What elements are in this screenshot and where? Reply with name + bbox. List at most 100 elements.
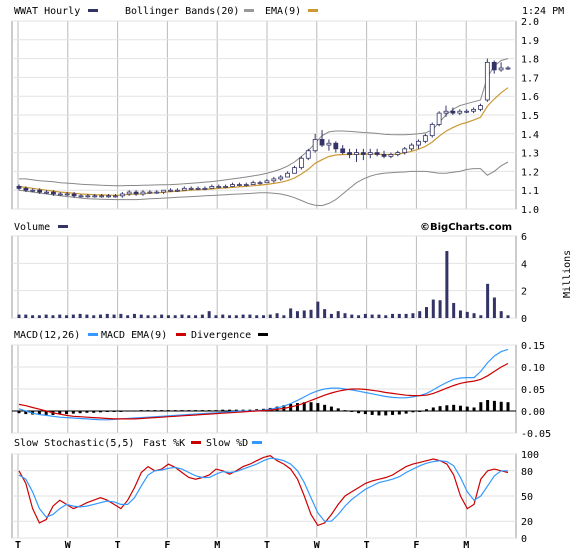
stochastic-series-line bbox=[18, 457, 508, 522]
candle-body bbox=[333, 142, 339, 150]
volume-bar bbox=[391, 313, 395, 318]
price-tick-label: 1.1 bbox=[521, 186, 539, 197]
divergence-bar bbox=[173, 410, 177, 412]
legend-ema: EMA(9) bbox=[265, 6, 301, 17]
candle-body bbox=[209, 186, 215, 189]
x-day-label: T bbox=[264, 540, 270, 551]
volume-bar bbox=[336, 311, 340, 318]
volume-tick-label: 0 bbox=[521, 314, 527, 325]
divergence-bar bbox=[425, 409, 428, 411]
divergence-bar bbox=[384, 411, 388, 416]
divergence-bar bbox=[99, 411, 102, 413]
candle-body bbox=[57, 193, 63, 196]
x-day-label: W bbox=[65, 540, 72, 551]
candle-body bbox=[484, 61, 490, 101]
divergence-bar bbox=[316, 403, 320, 411]
divergence-bar bbox=[309, 402, 313, 411]
candle-body bbox=[85, 195, 91, 198]
divergence-bar bbox=[458, 405, 462, 411]
candle-body bbox=[175, 189, 180, 192]
volume-bar bbox=[214, 315, 218, 318]
candle-body bbox=[168, 189, 173, 192]
legend-ticker-swatch bbox=[88, 9, 98, 12]
volume-bar bbox=[166, 315, 170, 318]
stochastic-series-line bbox=[18, 455, 509, 527]
candle-body bbox=[402, 148, 408, 153]
divergence-bar bbox=[302, 402, 306, 411]
volume-bar bbox=[472, 313, 476, 318]
divergence-bar bbox=[126, 410, 130, 412]
volume-bar bbox=[228, 315, 232, 318]
legend-volume-swatch bbox=[58, 225, 68, 228]
divergence-bar bbox=[479, 402, 483, 411]
candle-body bbox=[202, 187, 208, 190]
legend-divergence: Divergence bbox=[191, 330, 251, 341]
divergence-bar bbox=[499, 401, 503, 411]
macd-tick-label: 0.05 bbox=[521, 385, 545, 396]
price-tick-label: 1.3 bbox=[521, 149, 539, 160]
x-day-label: M bbox=[463, 540, 469, 551]
volume-bar bbox=[350, 314, 354, 318]
legend-ticker: WWAT Hourly bbox=[14, 6, 80, 17]
volume-bar bbox=[173, 315, 177, 318]
volume-bar bbox=[384, 315, 388, 318]
volume-bar bbox=[51, 315, 55, 318]
candle-body bbox=[443, 110, 449, 114]
volume-tick-label: 6 bbox=[521, 232, 527, 243]
volume-bar bbox=[221, 314, 225, 318]
stochastic-tick-label: 20 bbox=[521, 517, 533, 528]
divergence-bar bbox=[465, 406, 469, 411]
candle-body bbox=[243, 184, 249, 186]
legend-bollinger: Bollinger Bands(20) bbox=[125, 6, 239, 17]
candle-body bbox=[195, 187, 201, 190]
candle-body bbox=[505, 67, 511, 70]
volume-bar bbox=[363, 313, 367, 318]
divergence-bar bbox=[146, 410, 150, 412]
stochastic-tick-label: 80 bbox=[521, 467, 533, 478]
bollinger-upper-line bbox=[19, 58, 509, 187]
volume-bar bbox=[411, 313, 415, 318]
volume-bar bbox=[241, 314, 245, 318]
divergence-bar bbox=[228, 409, 232, 411]
candle-body bbox=[298, 157, 304, 169]
price-tick-label: 1.7 bbox=[521, 73, 539, 84]
divergence-bar bbox=[71, 411, 75, 414]
legend-bollinger-swatch bbox=[244, 9, 254, 12]
volume-bar bbox=[119, 313, 123, 318]
divergence-bar bbox=[391, 411, 395, 415]
volume-bar bbox=[71, 314, 75, 318]
volume-bar bbox=[255, 315, 259, 318]
volume-bar bbox=[17, 314, 21, 318]
candle-body bbox=[161, 189, 167, 193]
legend-macd-swatch bbox=[88, 333, 98, 336]
candle-body bbox=[464, 110, 470, 113]
price-tick-label: 1.8 bbox=[521, 55, 539, 66]
candle-body bbox=[292, 167, 297, 174]
candle-body bbox=[257, 182, 263, 185]
candle-body bbox=[367, 152, 373, 155]
divergence-bar bbox=[323, 404, 327, 411]
candle-body bbox=[188, 187, 194, 190]
legend-slow-d-swatch bbox=[252, 441, 262, 444]
candle-body bbox=[92, 195, 98, 198]
candle-body bbox=[78, 195, 84, 198]
volume-bar bbox=[78, 313, 82, 318]
divergence-bar bbox=[221, 409, 225, 411]
candle-body bbox=[340, 148, 346, 153]
volume-bar bbox=[126, 315, 130, 318]
price-tick-label: 1.6 bbox=[521, 92, 539, 103]
candle-body bbox=[250, 182, 256, 185]
divergence-bar bbox=[139, 410, 143, 412]
volume-bar bbox=[112, 314, 116, 318]
legend-macd: MACD(12,26) bbox=[14, 330, 80, 341]
candle-body bbox=[312, 139, 318, 152]
volume-bar bbox=[445, 251, 449, 318]
candle-body bbox=[285, 172, 291, 178]
candle-body bbox=[416, 140, 421, 146]
volume-bar bbox=[44, 314, 48, 318]
legend-slow-d: Slow %D bbox=[206, 438, 248, 449]
timestamp: 1:24 PM bbox=[522, 6, 564, 17]
divergence-bar bbox=[160, 410, 164, 412]
candle-body bbox=[216, 186, 222, 188]
